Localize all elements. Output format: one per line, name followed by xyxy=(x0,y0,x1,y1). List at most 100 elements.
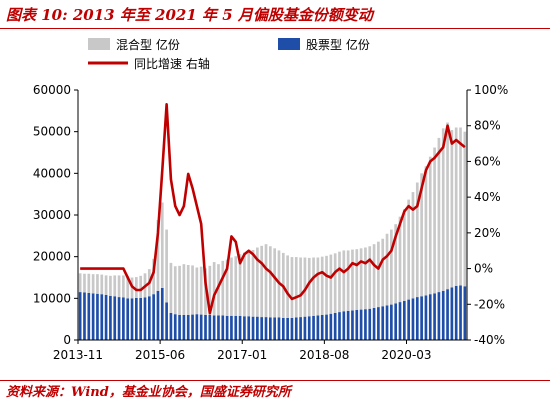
bar-stock xyxy=(390,304,393,340)
bar-stock xyxy=(424,295,428,340)
bar-mixed xyxy=(195,267,199,315)
bar-mixed xyxy=(156,220,160,291)
bar-stock xyxy=(113,296,117,340)
bar-mixed xyxy=(165,229,168,303)
bar-mixed xyxy=(251,250,255,317)
y-right-tick-label: 20% xyxy=(474,226,501,240)
bar-stock xyxy=(446,289,449,340)
bar-mixed xyxy=(333,253,337,313)
bar-stock xyxy=(355,310,359,340)
y-right-tick-label: 40% xyxy=(474,190,501,204)
bar-mixed xyxy=(294,257,298,318)
bar-mixed xyxy=(377,241,380,308)
bar-mixed xyxy=(217,264,220,316)
x-tick-label: 2015-06 xyxy=(135,348,185,362)
bar-stock xyxy=(372,307,376,340)
bar-mixed xyxy=(247,250,251,317)
bar-mixed xyxy=(256,247,259,317)
bar-mixed xyxy=(221,260,225,316)
bar-stock xyxy=(234,315,238,340)
y-left-tick-label: 60000 xyxy=(33,83,71,97)
bar-stock xyxy=(238,315,242,340)
bar-mixed xyxy=(433,147,436,294)
bar-mixed xyxy=(402,209,406,301)
bar-mixed xyxy=(186,265,190,315)
bar-stock xyxy=(191,314,194,340)
bar-mixed xyxy=(446,122,449,290)
bar-stock xyxy=(221,315,225,340)
bar-stock xyxy=(230,315,233,340)
bar-mixed xyxy=(243,252,246,317)
bar-mixed xyxy=(96,274,99,294)
bar-mixed xyxy=(398,216,402,303)
bar-mixed xyxy=(199,266,203,315)
y-left-tick-label: 40000 xyxy=(33,166,71,180)
bar-mixed xyxy=(169,262,173,313)
bar-mixed xyxy=(355,249,359,310)
bar-stock xyxy=(91,293,95,340)
bar-stock xyxy=(156,290,160,340)
bar-mixed xyxy=(312,257,315,316)
bar-mixed xyxy=(450,130,454,288)
bar-mixed xyxy=(329,254,333,314)
bar-stock xyxy=(169,312,173,340)
bar-stock xyxy=(83,292,86,340)
bar-mixed xyxy=(126,276,130,299)
bar-stock xyxy=(428,294,432,340)
bar-mixed xyxy=(83,273,86,293)
bar-stock xyxy=(260,317,264,340)
bar-stock xyxy=(264,317,268,340)
bar-stock xyxy=(459,285,462,340)
bar-mixed xyxy=(264,244,268,318)
bar-stock xyxy=(411,298,415,340)
bar-stock xyxy=(178,315,181,340)
bar-stock xyxy=(217,315,220,340)
bar-stock xyxy=(307,316,311,340)
bar-stock xyxy=(450,287,454,340)
bar-mixed xyxy=(122,275,125,298)
x-tick-label: 2020-03 xyxy=(381,348,431,362)
bar-stock xyxy=(243,316,246,340)
bar-stock xyxy=(351,310,354,340)
bar-stock xyxy=(281,317,285,340)
bar-mixed xyxy=(208,265,212,315)
legend-label-stock: 股票型 亿份 xyxy=(306,37,370,52)
bar-stock xyxy=(368,308,372,340)
bar-mixed xyxy=(437,137,441,293)
y-right-tick-label: -40% xyxy=(474,333,505,347)
bar-stock xyxy=(394,303,398,340)
bar-stock xyxy=(225,315,229,340)
bar-mixed xyxy=(342,250,346,312)
bar-stock xyxy=(87,292,91,340)
bar-mixed xyxy=(260,245,264,318)
bar-mixed xyxy=(238,254,242,316)
plot-area xyxy=(78,102,467,340)
bar-mixed xyxy=(286,255,289,318)
bar-mixed xyxy=(351,249,354,311)
bar-stock xyxy=(385,305,389,340)
bar-mixed xyxy=(346,250,350,311)
bar-stock xyxy=(316,315,320,340)
bar-mixed xyxy=(325,255,328,315)
y-left-tick-label: 0 xyxy=(63,333,71,347)
bar-mixed xyxy=(182,264,186,315)
bar-stock xyxy=(346,310,350,340)
bar-stock xyxy=(277,317,281,340)
bar-stock xyxy=(364,309,367,340)
bar-mixed xyxy=(109,275,112,296)
bar-mixed xyxy=(78,273,82,293)
bar-mixed xyxy=(338,251,341,313)
bar-stock xyxy=(109,295,112,340)
bar-stock xyxy=(303,316,307,340)
bar-stock xyxy=(130,298,134,340)
y-right-tick-label: -20% xyxy=(474,297,505,311)
y-left-tick-label: 50000 xyxy=(33,125,71,139)
bar-mixed xyxy=(299,257,302,318)
bar-stock xyxy=(78,292,82,340)
x-tick-label: 2013-11 xyxy=(53,348,103,362)
bar-mixed xyxy=(139,275,143,298)
legend-swatch-stock xyxy=(278,38,300,50)
legend-swatch-mixed xyxy=(88,38,110,50)
bar-mixed xyxy=(152,258,155,295)
